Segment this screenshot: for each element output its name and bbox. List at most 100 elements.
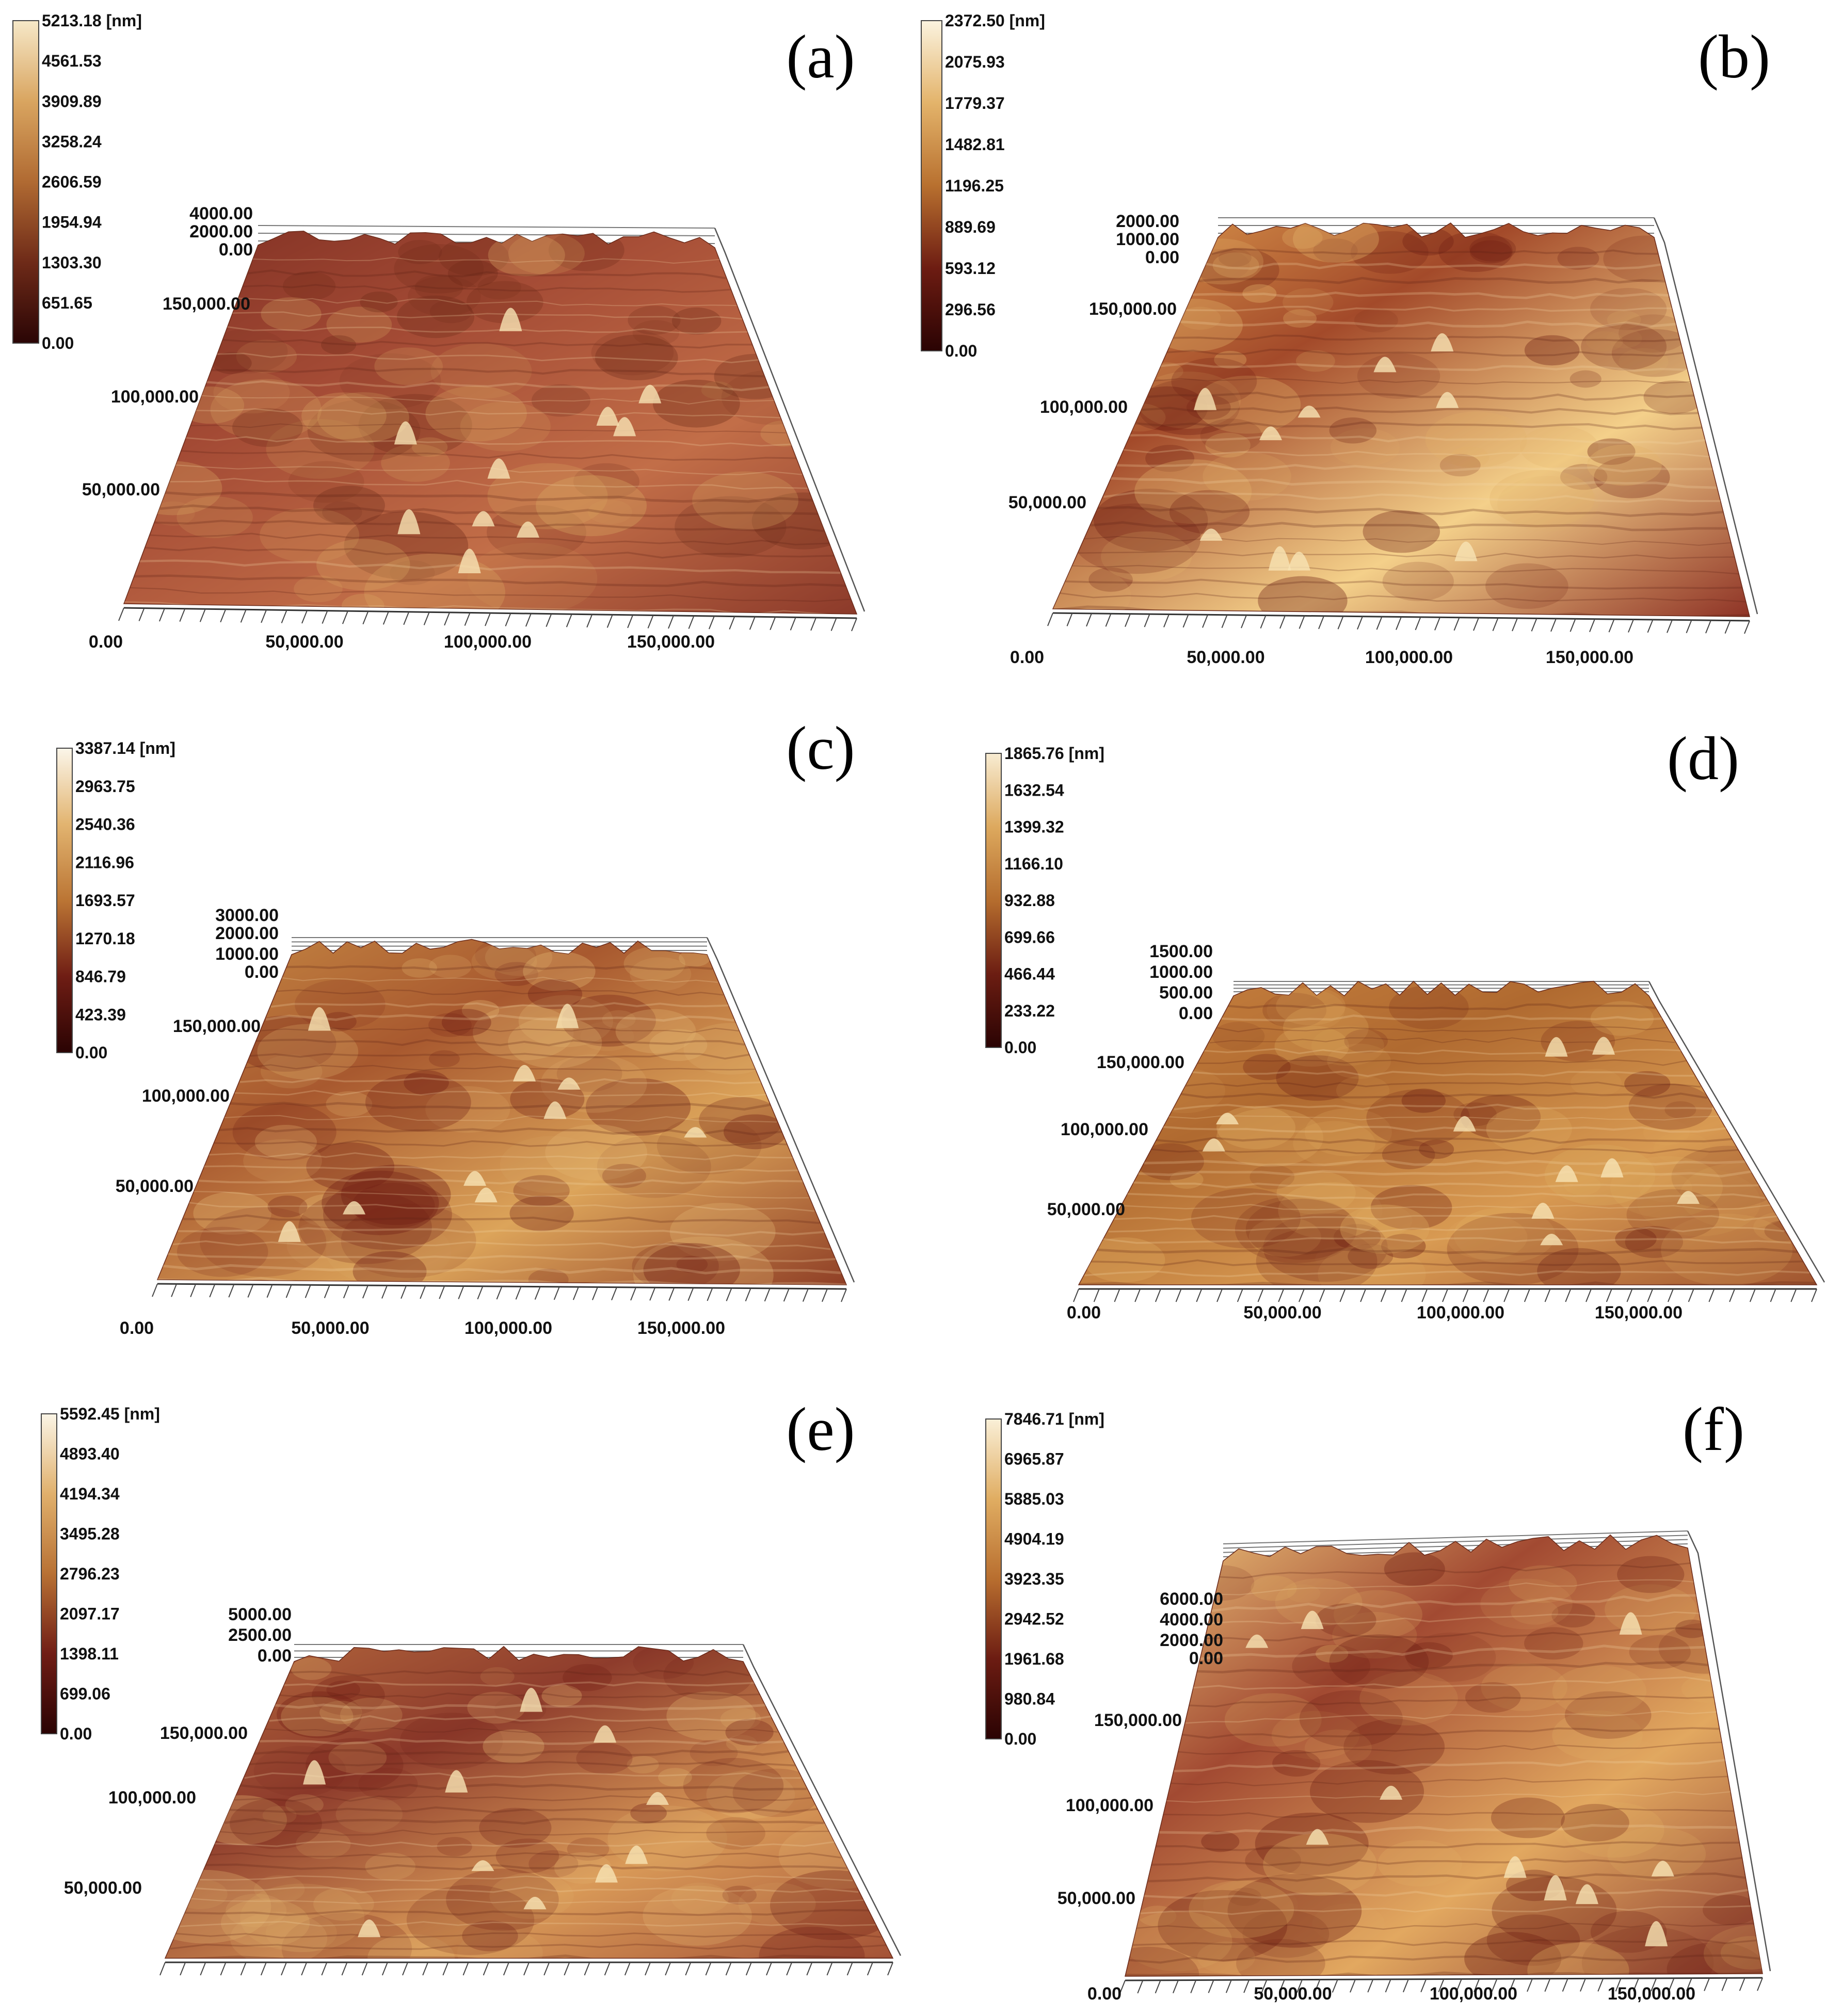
colorbar-tick-label: 3258.24 [42, 132, 102, 151]
y-tick-label: 50,000.00 [1047, 1200, 1125, 1219]
colorbar-tick-label: 1779.37 [945, 94, 1005, 112]
y-tick-label: 50,000.00 [82, 480, 160, 499]
colorbar-tick-label: 3909.89 [42, 92, 102, 110]
colorbar-tick-label: 593.12 [945, 259, 996, 278]
colorbar-tick-label: 0.00 [60, 1724, 92, 1743]
colorbar-tick-label: 4561.53 [42, 52, 102, 70]
colorbar-tick-label: 4194.34 [60, 1485, 120, 1503]
y-tick-label: 150,000.00 [160, 1723, 248, 1743]
z-tick-label: 2500.00 [228, 1625, 292, 1645]
colorbar-tick-label: 1693.57 [75, 891, 135, 910]
x-tick-label: 50,000.00 [265, 632, 343, 652]
colorbar-tick-label: 1961.68 [1004, 1650, 1064, 1668]
frame-side [1653, 217, 1758, 615]
frame-side [742, 1644, 902, 1956]
colorbar-tick-label: 0.00 [75, 1043, 107, 1062]
colorbar [985, 1418, 1002, 1739]
colorbar-tick-label: 699.66 [1004, 928, 1055, 946]
x-tick-label: 50,000.00 [1254, 1984, 1332, 2004]
colorbar [56, 748, 73, 1053]
z-tick-label: 0.00 [1145, 248, 1179, 267]
y-tick-label: 150,000.00 [163, 294, 250, 314]
z-tick-label: 2000.00 [1160, 1631, 1223, 1650]
colorbar-tick-label: 5213.18 [nm] [42, 11, 142, 30]
colorbar-tick-label: 699.06 [60, 1685, 110, 1703]
z-tick-label: 4000.00 [1160, 1610, 1223, 1630]
afm-surface [123, 231, 858, 615]
colorbar-tick-label: 4904.19 [1004, 1530, 1064, 1549]
colorbar-tick-label: 0.00 [1004, 1730, 1036, 1748]
x-tick-label: 50,000.00 [291, 1318, 369, 1338]
colorbar-tick-label: 3387.14 [nm] [75, 739, 175, 757]
z-tick-label: 3000.00 [215, 906, 279, 925]
colorbar-tick-label: 889.69 [945, 218, 996, 236]
colorbar-tick-label: 1196.25 [945, 176, 1004, 195]
z-tick-label: 1000.00 [1149, 962, 1213, 982]
colorbar-tick-label: 1632.54 [1004, 781, 1064, 799]
x-tick-label: 0.00 [1087, 1984, 1122, 2004]
surface-texture [1079, 985, 1817, 1285]
frame-line [1223, 1530, 1688, 1544]
panel-c: 3387.14 [nm] 2963.75 2540.36 2116.96 1693.57… [56, 714, 855, 1338]
y-tick-label: 50,000.00 [116, 1176, 194, 1196]
colorbar [921, 20, 942, 351]
surface-texture [1053, 223, 1750, 617]
z-tick-label: 2000.00 [1116, 212, 1179, 231]
z-tick-label: 4000.00 [189, 204, 253, 223]
frame-side [706, 937, 855, 1283]
x-tick-label: 150,000.00 [1608, 1984, 1695, 2004]
colorbar-tick-label: 980.84 [1004, 1690, 1055, 1708]
panel-label: (b) [1698, 22, 1770, 91]
x-tick-label: 150,000.00 [1546, 648, 1633, 667]
colorbar-tick-label: 5885.03 [1004, 1490, 1064, 1508]
y-tick-label: 100,000.00 [1040, 397, 1128, 417]
colorbar-tick-label: 1954.94 [42, 213, 102, 232]
y-tick-label: 150,000.00 [1089, 299, 1177, 319]
panel-label: (f) [1683, 1395, 1744, 1463]
y-tick-label: 150,000.00 [173, 1017, 261, 1036]
colorbar-tick-label: 6965.87 [1004, 1450, 1064, 1469]
frame-line [258, 233, 715, 236]
colorbar-tick-label: 2372.50 [nm] [945, 11, 1045, 30]
colorbar [41, 1413, 57, 1734]
z-tick-label: 2000.00 [215, 924, 279, 943]
panel-d: 1865.76 [nm] 1632.54 1399.32 1166.10 932.88 6… [985, 724, 1825, 1323]
colorbar [985, 753, 1002, 1048]
y-tick-label: 100,000.00 [111, 387, 199, 407]
x-tick-label: 150,000.00 [627, 632, 715, 652]
y-tick-label: 150,000.00 [1094, 1711, 1182, 1730]
colorbar [12, 20, 39, 344]
colorbar-tick-label: 0.00 [945, 342, 977, 360]
afm-surface [156, 939, 847, 1285]
z-tick-label: 6000.00 [1160, 1589, 1223, 1609]
afm-surface [1125, 1534, 1763, 1977]
panel-label: (a) [786, 22, 855, 91]
z-tick-label: 5000.00 [228, 1605, 292, 1624]
z-tick-label: 0.00 [1179, 1004, 1213, 1023]
colorbar-tick-label: 1270.18 [75, 929, 135, 948]
frame-side [714, 228, 866, 612]
panel-label: (d) [1667, 724, 1739, 793]
surface-texture [157, 939, 846, 1285]
afm-surface [1078, 980, 1818, 1285]
colorbar-tick-label: 296.56 [945, 300, 996, 319]
x-tick-label: 50,000.00 [1243, 1303, 1321, 1323]
z-tick-label: 0.00 [245, 962, 279, 982]
y-tick-label: 50,000.00 [1058, 1889, 1135, 1908]
panel-label: (c) [786, 714, 855, 782]
colorbar-tick-label: 2963.75 [75, 777, 135, 796]
panel-label: (e) [786, 1395, 855, 1463]
panel-b: 2372.50 [nm] 2075.93 1779.37 1482.81 1196.25… [921, 11, 1770, 667]
z-tick-label: 1500.00 [1149, 942, 1213, 961]
y-tick-label: 100,000.00 [108, 1788, 196, 1808]
colorbar-tick-label: 0.00 [1004, 1038, 1036, 1057]
colorbar-tick-label: 2606.59 [42, 173, 102, 191]
colorbar-tick-label: 3495.28 [60, 1525, 120, 1543]
z-tick-label: 0.00 [219, 240, 253, 260]
z-tick-label: 500.00 [1159, 983, 1213, 1003]
afm-surface [164, 1646, 894, 1959]
colorbar-tick-label: 1303.30 [42, 253, 102, 272]
colorbar-tick-label: 0.00 [42, 334, 74, 352]
frame-line [258, 225, 715, 229]
